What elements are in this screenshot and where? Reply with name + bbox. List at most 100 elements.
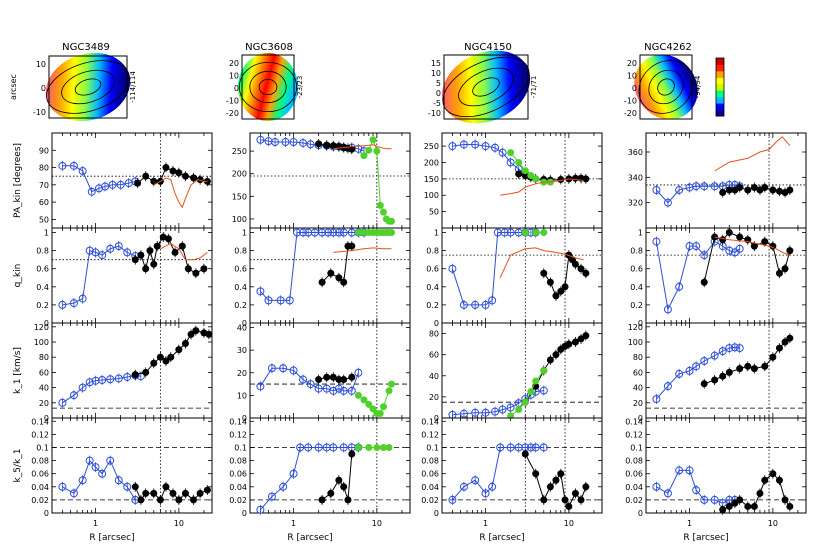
data-point-blue <box>685 466 694 475</box>
ytick-label: 70 <box>39 181 49 190</box>
data-point-black <box>744 362 752 370</box>
data-point-blue <box>652 395 661 403</box>
ytick-label: 0 <box>434 414 439 423</box>
data-point-blue <box>339 386 348 395</box>
data-point-blue <box>459 482 468 491</box>
data-point-black <box>750 502 758 510</box>
data-point-black <box>582 483 590 491</box>
data-point-blue <box>267 364 276 373</box>
data-point-black <box>192 269 200 277</box>
data-point-blue <box>692 486 701 495</box>
data-point-black <box>318 278 326 286</box>
data-point-blue <box>289 138 298 147</box>
colorbar-segment <box>716 109 724 117</box>
data-point-black <box>181 489 189 497</box>
data-point-blue <box>78 167 87 175</box>
data-point-blue <box>123 372 132 381</box>
data-point-blue <box>299 228 308 237</box>
data-point-black <box>162 357 170 365</box>
data-point-black <box>571 260 579 268</box>
data-point-blue <box>471 408 480 417</box>
model-curve <box>714 236 791 256</box>
data-point-black <box>187 330 195 338</box>
data-point-blue <box>459 140 468 149</box>
isophote-contour <box>458 67 514 107</box>
data-point-black <box>725 368 733 376</box>
data-point-blue <box>675 282 684 291</box>
ytick-label: 0.8 <box>36 247 49 256</box>
ytick-label: 0.8 <box>426 247 439 256</box>
data-point-green <box>521 167 529 175</box>
data-point-blue <box>481 300 490 309</box>
data-point-blue <box>481 142 490 151</box>
map-ytick: 20 <box>229 59 239 68</box>
isophote-contour <box>648 69 684 105</box>
ytick-label: 90 <box>39 146 49 155</box>
data-point-black <box>781 496 789 504</box>
colorbar-segment <box>716 58 724 65</box>
data-point-black <box>150 359 158 367</box>
ytick-label: 0.8 <box>630 247 643 256</box>
data-point-black <box>700 380 708 388</box>
data-point-blue <box>69 391 78 400</box>
ytick-label: 0.14 <box>625 417 643 426</box>
map-ylabel: arcsec <box>9 74 18 100</box>
data-point-black <box>582 175 590 183</box>
xtick-label: 10 <box>564 519 574 528</box>
ytick-label: 1 <box>44 229 49 238</box>
data-point-black <box>131 256 139 264</box>
data-point-green <box>373 443 381 451</box>
data-point-blue <box>725 246 734 255</box>
data-point-black <box>557 287 565 295</box>
data-point-black <box>162 483 170 491</box>
data-point-green <box>388 229 396 237</box>
data-point-black <box>761 238 769 246</box>
data-point-blue <box>692 242 701 251</box>
data-point-green <box>521 398 529 406</box>
panel-ngc3489-q: 0 0.2 0.4 0.6 0.8 1 <box>36 227 213 328</box>
ytick-label: 0.4 <box>36 283 49 292</box>
data-point-blue <box>459 409 468 418</box>
data-point-black <box>786 247 794 255</box>
data-point-black <box>736 365 744 373</box>
data-point-blue <box>106 456 115 465</box>
panel-ngc4150-k1: 0 20 40 60 80 <box>429 322 603 423</box>
ytick-label: 0.2 <box>234 301 247 310</box>
y-axis-label-pa: PA_kin [degrees] <box>13 143 23 218</box>
ytick-label: 0 <box>638 509 643 518</box>
panel-ngc3608-pa: 100 150 200 250 <box>232 132 411 229</box>
data-point-black <box>171 248 179 256</box>
data-point-black <box>196 489 204 497</box>
ytick-label: 120 <box>628 323 643 332</box>
data-point-green <box>379 443 387 451</box>
data-point-blue <box>98 251 107 260</box>
data-point-blue <box>256 505 265 514</box>
ytick-label: 100 <box>628 338 643 347</box>
data-point-blue <box>318 228 327 237</box>
data-point-blue <box>506 443 515 452</box>
velocity-range-label: -23/23 <box>296 76 304 99</box>
data-point-green <box>365 146 373 154</box>
data-point-blue <box>285 296 294 305</box>
ytick-label: 60 <box>429 351 439 360</box>
data-point-blue <box>539 443 548 452</box>
data-point-blue <box>692 362 701 371</box>
map-frame <box>443 54 529 120</box>
data-point-green <box>354 229 362 237</box>
panel-frame <box>441 227 603 324</box>
data-point-blue <box>279 364 288 373</box>
data-point-black <box>142 368 150 376</box>
data-point-black <box>761 476 769 484</box>
data-point-black <box>190 496 198 504</box>
panel-ngc4262-q: 0 0.2 0.4 0.6 0.8 1 <box>630 227 807 328</box>
ytick-label: 0.04 <box>421 483 439 492</box>
ytick-label: 250 <box>424 142 439 151</box>
panel-ngc3608-k1: 0 10 20 30 40 <box>237 322 411 423</box>
data-point-blue <box>735 244 744 253</box>
ytick-label: 1 <box>434 229 439 238</box>
ytick-label: 0.02 <box>229 496 247 505</box>
velocity-range-label: -114/114 <box>129 71 137 103</box>
map-title: NGC3608 <box>245 42 293 53</box>
map-ytick: 0 <box>632 84 637 93</box>
